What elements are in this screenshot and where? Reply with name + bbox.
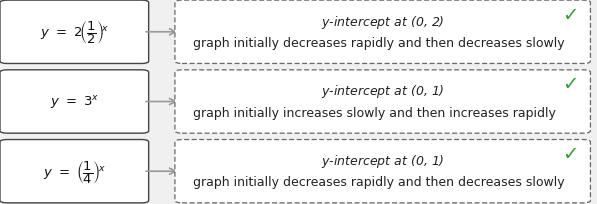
FancyBboxPatch shape (175, 140, 590, 203)
Text: $y \ = \ 3^{x}$: $y \ = \ 3^{x}$ (50, 94, 99, 110)
Text: ✓: ✓ (562, 75, 578, 94)
Text: $y$-intercept at (0, 1): $y$-intercept at (0, 1) (321, 152, 445, 169)
Text: $y \ = \ \left(\dfrac{1}{4}\right)^{\!x}$: $y \ = \ \left(\dfrac{1}{4}\right)^{\!x}… (43, 158, 106, 185)
Text: graph initially increases slowly and then increases rapidly: graph initially increases slowly and the… (193, 106, 556, 119)
Text: $y$-intercept at (0, 1): $y$-intercept at (0, 1) (321, 83, 445, 100)
Text: ✓: ✓ (562, 6, 578, 24)
Text: graph initially decreases rapidly and then decreases slowly: graph initially decreases rapidly and th… (193, 175, 564, 188)
FancyBboxPatch shape (0, 70, 149, 133)
FancyBboxPatch shape (175, 1, 590, 64)
Text: $y \ = \ 2\!\left(\dfrac{1}{2}\right)^{\!x}$: $y \ = \ 2\!\left(\dfrac{1}{2}\right)^{\… (39, 19, 109, 46)
Text: ✓: ✓ (562, 144, 578, 163)
FancyBboxPatch shape (0, 1, 149, 64)
FancyBboxPatch shape (0, 140, 149, 203)
Text: graph initially decreases rapidly and then decreases slowly: graph initially decreases rapidly and th… (193, 37, 564, 50)
FancyBboxPatch shape (175, 70, 590, 133)
Text: $y$-intercept at (0, 2): $y$-intercept at (0, 2) (321, 14, 445, 30)
